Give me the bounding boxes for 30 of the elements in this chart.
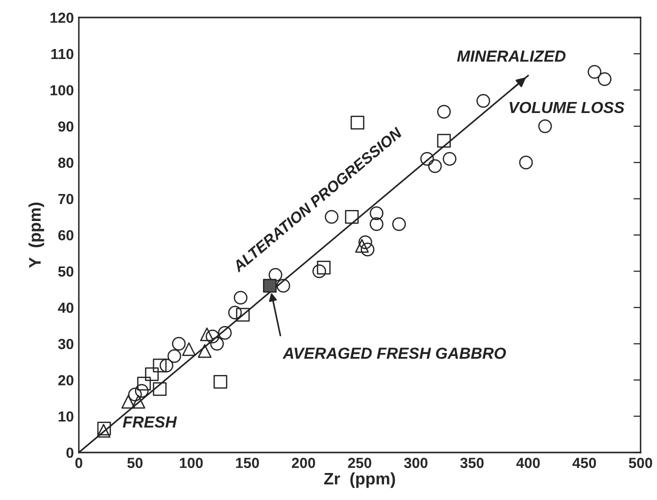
x-tick-label: 300	[404, 458, 428, 468]
y-tick-label: 30	[58, 338, 74, 350]
y-tick-label: 20	[58, 375, 74, 386]
x-tick-label: 500	[628, 458, 652, 468]
x-tick-label: 350	[460, 458, 484, 468]
annotation: VOLUME LOSS	[510, 102, 624, 114]
x-tick-label: 0	[75, 458, 82, 468]
y-tick-label: 100	[50, 85, 74, 96]
x-tick-label: 50	[127, 458, 143, 468]
y-tick-label: 60	[58, 230, 74, 240]
y-tick-label: 90	[58, 121, 74, 132]
x-tick-label: 150	[236, 458, 259, 468]
y-tick-label: 10	[58, 411, 74, 422]
annotation: AVERAGED FRESH GABBRO	[282, 348, 506, 359]
y-tick-label: 70	[58, 194, 74, 204]
y-tick-label: 110	[51, 48, 74, 60]
y-tick-label: 50	[58, 266, 74, 277]
y-tick-label: 120	[50, 12, 74, 23]
x-tick-label: 400	[516, 458, 540, 468]
x-tick-label: 100	[180, 458, 203, 468]
y-tick-label: 80	[58, 158, 74, 168]
x-tick-label: 450	[572, 458, 596, 468]
y-tick-label: 0	[66, 448, 74, 458]
y-tick-label: 40	[58, 302, 74, 313]
annotation: MINERALIZED	[457, 50, 566, 62]
x-tick-label: 250	[348, 458, 372, 468]
annotation: FRESH	[122, 416, 177, 428]
x-axis-title: Zr (ppm)	[324, 472, 395, 488]
x-tick-label: 200	[292, 458, 316, 468]
y-axis-title: Y (ppm)	[28, 202, 44, 268]
